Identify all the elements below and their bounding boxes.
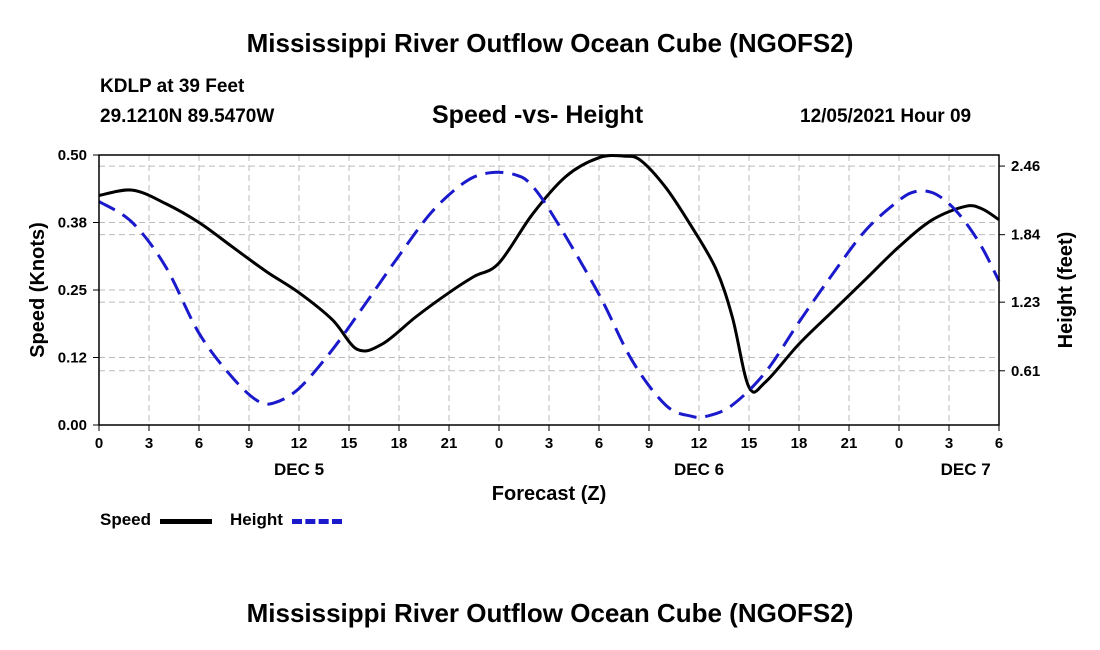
x-tick-label: 21 (841, 435, 858, 452)
legend-speed-line (160, 519, 212, 524)
x-tick-label: 6 (995, 435, 1003, 452)
y-tick-label: 0.38 (58, 215, 87, 232)
y2-axis-title: Height (feet) (1055, 232, 1077, 349)
coordinates-label: 29.1210N 89.5470W (100, 106, 275, 127)
x-tick-label: 15 (741, 435, 758, 452)
y2-tick-label: 0.61 (1011, 363, 1040, 380)
x-tick-label: 0 (495, 435, 503, 452)
x-tick-label: 12 (291, 435, 308, 452)
x-tick-label: 18 (391, 435, 408, 452)
legend-height-line (292, 519, 342, 524)
y-tick-label: 0.12 (58, 350, 87, 367)
day-label: DEC 5 (274, 460, 324, 479)
x-tick-label: 9 (645, 435, 653, 452)
x-axis-title: Forecast (Z) (492, 483, 606, 505)
height-series-line (98, 170, 1001, 420)
chart-subtitle: Speed -vs- Height (432, 101, 644, 129)
footer-title: Mississippi River Outflow Ocean Cube (NG… (246, 598, 854, 628)
y-tick-label: 0.00 (58, 417, 87, 434)
x-tick-label: 3 (545, 435, 553, 452)
y-tick-label: 0.25 (58, 282, 87, 299)
y-tick-label: 0.50 (58, 147, 87, 164)
x-tick-label: 9 (245, 435, 253, 452)
x-tick-label: 0 (895, 435, 903, 452)
x-tick-label: 3 (945, 435, 953, 452)
x-tick-label: 6 (195, 435, 203, 452)
datetime-label: 12/05/2021 Hour 09 (800, 106, 972, 127)
y-axis-title: Speed (Knots) (27, 222, 49, 358)
x-tick-label: 15 (341, 435, 358, 452)
x-tick-label: 3 (145, 435, 153, 452)
day-label: DEC 6 (674, 460, 724, 479)
x-tick-label: 6 (595, 435, 603, 452)
legend-speed-label: Speed (100, 510, 152, 529)
y2-tick-label: 1.23 (1011, 294, 1040, 311)
station-label: KDLP at 39 Feet (100, 76, 245, 97)
speed-series-line (98, 153, 1000, 394)
x-tick-label: 18 (791, 435, 808, 452)
grid (99, 154, 999, 425)
x-tick-label: 0 (95, 435, 103, 452)
day-label: DEC 7 (941, 460, 991, 479)
y2-tick-label: 1.84 (1011, 227, 1041, 244)
y2-tick-label: 2.46 (1011, 158, 1040, 175)
x-tick-label: 21 (441, 435, 458, 452)
axes: 0 3 6 9 12 15 18 21 0 3 6 9 12 15 18 21 0 3 6 0.00 0.12 0.25 0… (58, 147, 1041, 479)
chart-title: Mississippi River Outflow Ocean Cube (NG… (246, 28, 854, 58)
legend-height-label: Height (230, 510, 283, 529)
x-tick-label: 12 (691, 435, 708, 452)
speed-height-chart: 0 3 6 9 12 15 18 21 0 3 6 9 12 15 18 21 0 3 6 0.00 0.12 0.25 0… (27, 147, 1077, 505)
series-layer (98, 153, 1001, 420)
